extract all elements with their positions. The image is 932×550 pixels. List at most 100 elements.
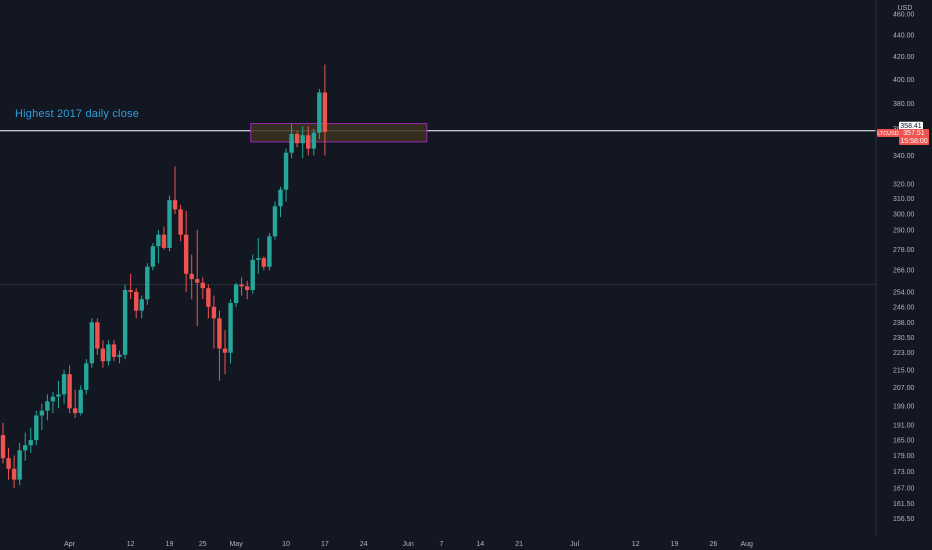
annotation-label: Highest 2017 daily close — [15, 108, 140, 120]
price-tick-label: 173.00 — [893, 469, 915, 476]
price-tick-label: 300.00 — [893, 211, 915, 218]
candle-body — [67, 374, 72, 409]
candle[interactable] — [56, 380, 61, 409]
candle-body — [23, 445, 28, 451]
candle[interactable] — [95, 318, 100, 355]
candle-body — [117, 354, 122, 357]
candle[interactable] — [272, 201, 278, 240]
candle[interactable] — [206, 284, 211, 319]
resistance-price-text: 358.41 — [900, 123, 922, 130]
candle-body — [200, 282, 205, 289]
candle[interactable] — [200, 277, 205, 300]
candle[interactable] — [195, 229, 200, 327]
candle[interactable] — [317, 88, 322, 140]
candle[interactable] — [283, 148, 289, 202]
candle[interactable] — [289, 123, 294, 159]
candle-body — [206, 288, 211, 307]
candle[interactable] — [11, 455, 17, 488]
candle[interactable] — [45, 394, 50, 421]
time-axis[interactable]: Apr 12 19 25 May 10 17 24 Jun 7 14 21 Jul 12 19 26 Aug — [64, 541, 753, 548]
candle[interactable] — [128, 273, 133, 300]
candle[interactable] — [294, 131, 300, 148]
candle[interactable] — [17, 442, 22, 486]
candle-body — [217, 318, 222, 349]
candle-body — [183, 234, 189, 274]
price-tick-label: 191.00 — [893, 423, 915, 430]
candle-body — [317, 92, 322, 133]
candle[interactable] — [23, 432, 28, 461]
candle-body — [161, 234, 167, 248]
candle[interactable] — [50, 392, 56, 414]
bar-countdown-text: 15:58:00 — [900, 138, 927, 145]
candle[interactable] — [233, 282, 239, 307]
candle[interactable] — [167, 195, 172, 252]
candle[interactable] — [122, 284, 128, 360]
candle[interactable] — [211, 295, 217, 349]
candle[interactable] — [84, 359, 89, 395]
candle[interactable] — [100, 340, 106, 368]
candle-body — [61, 374, 67, 395]
candle[interactable] — [111, 340, 117, 362]
price-tick-label: 340.00 — [893, 153, 915, 160]
price-tick-label: 310.00 — [893, 196, 915, 203]
candle[interactable] — [67, 365, 72, 414]
candle[interactable] — [322, 64, 328, 156]
candle[interactable] — [6, 447, 11, 480]
candle[interactable] — [306, 126, 311, 156]
highlight-zone[interactable] — [250, 123, 428, 143]
candle-body — [50, 396, 56, 402]
candle-body — [172, 200, 178, 210]
candle[interactable] — [150, 242, 156, 271]
price-tick-label: 400.00 — [893, 77, 915, 84]
candle[interactable] — [228, 299, 233, 364]
candle[interactable] — [245, 280, 250, 300]
candle[interactable] — [161, 226, 167, 250]
candle[interactable] — [300, 126, 305, 159]
candle[interactable] — [250, 254, 255, 294]
candle-body — [0, 435, 6, 459]
candle[interactable] — [39, 403, 45, 431]
candle[interactable] — [217, 310, 222, 381]
candle-body — [189, 273, 194, 280]
candle[interactable] — [278, 186, 283, 218]
candle[interactable] — [239, 277, 244, 296]
time-tick-label: May — [229, 541, 243, 548]
candle-body — [156, 234, 161, 247]
candle[interactable] — [178, 204, 183, 242]
candle-body — [300, 135, 305, 144]
time-tick-label: 19 — [671, 541, 679, 548]
price-axis[interactable]: 460.00440.00420.00400.00380.00360.00340.… — [893, 12, 915, 523]
candle[interactable] — [0, 422, 6, 464]
candle-body — [261, 258, 267, 267]
time-tick-label: 25 — [199, 541, 207, 548]
candle[interactable] — [172, 166, 178, 214]
candle[interactable] — [89, 318, 94, 368]
candle[interactable] — [189, 254, 194, 300]
candle-body — [239, 284, 244, 287]
candle[interactable] — [139, 295, 144, 319]
candle[interactable] — [256, 237, 261, 274]
candle[interactable] — [78, 385, 83, 416]
candle[interactable] — [261, 256, 267, 271]
candle[interactable] — [134, 288, 139, 319]
candle[interactable] — [222, 330, 228, 375]
time-tick-label: Jul — [570, 541, 579, 548]
candle[interactable] — [28, 427, 33, 453]
candle[interactable] — [72, 389, 78, 418]
candle[interactable] — [156, 229, 161, 264]
candle-body — [272, 206, 278, 237]
candle-body — [222, 348, 228, 353]
price-tick-label: 179.00 — [893, 453, 915, 460]
candle[interactable] — [267, 233, 272, 271]
candle[interactable] — [183, 210, 189, 292]
candle[interactable] — [145, 263, 150, 305]
candle[interactable] — [117, 350, 122, 364]
candle[interactable] — [61, 369, 67, 404]
candle[interactable] — [34, 410, 39, 446]
candle[interactable] — [106, 340, 111, 366]
candle-body — [306, 135, 311, 149]
candle[interactable] — [311, 128, 316, 156]
price-tick-label: 380.00 — [893, 101, 915, 108]
